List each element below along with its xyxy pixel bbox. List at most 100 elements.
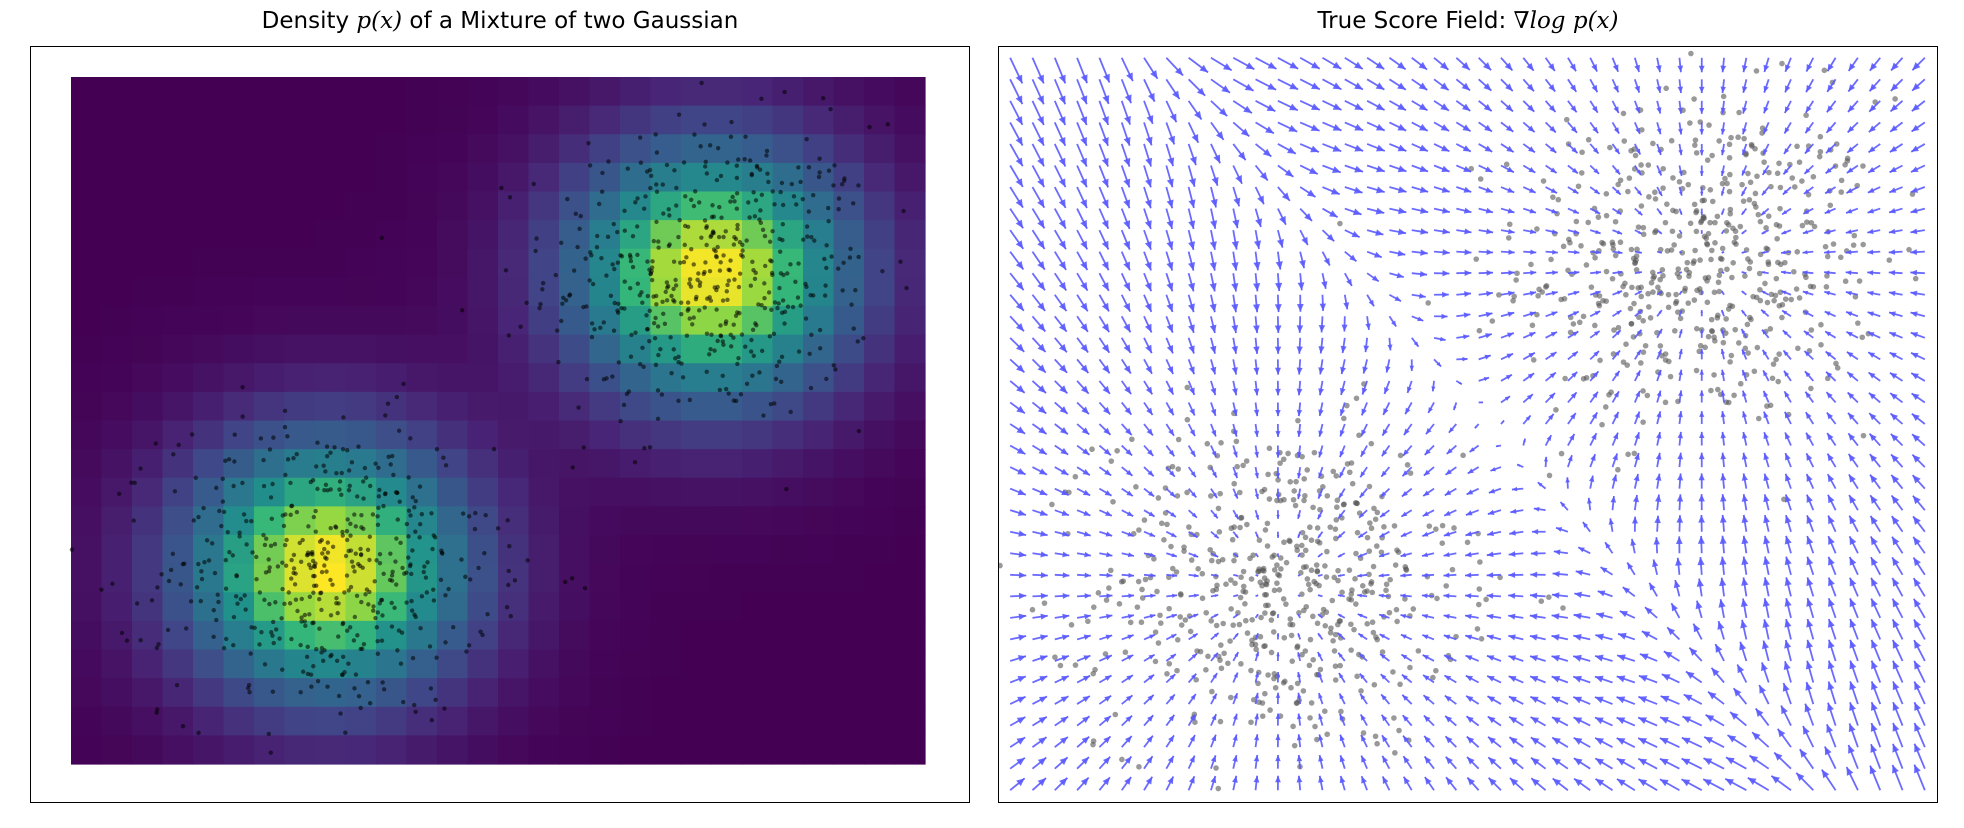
score-arrow [1633, 411, 1641, 425]
sample-point [757, 167, 763, 172]
score-arrow [1740, 328, 1748, 339]
heatmap-cell [467, 105, 499, 135]
sample-point [1558, 450, 1565, 457]
heatmap-cell [315, 220, 347, 250]
score-arrow [1589, 411, 1599, 425]
heatmap-cell [223, 592, 255, 622]
heatmap-cell [681, 506, 713, 536]
sample-point [1561, 296, 1568, 302]
sample-point [216, 599, 221, 605]
sample-point [288, 480, 293, 486]
sample-point [1607, 144, 1613, 151]
sample-point [1702, 275, 1709, 281]
score-arrow [1297, 574, 1301, 577]
sample-point [1199, 570, 1206, 577]
score-arrow [1031, 165, 1045, 188]
sample-point [1304, 576, 1311, 582]
sample-point [726, 278, 732, 283]
heatmap-cell [223, 363, 255, 393]
sample-point [731, 398, 737, 403]
sample-point [1624, 362, 1631, 368]
sample-point [1742, 273, 1748, 279]
score-arrow [1381, 755, 1391, 770]
score-arrow [1741, 514, 1749, 532]
score-arrow [1763, 556, 1771, 575]
sample-point [817, 346, 823, 351]
heatmap-cell [589, 77, 621, 107]
score-arrow [1648, 582, 1658, 597]
heatmap-cell [193, 477, 225, 507]
score-arrow [1846, 351, 1859, 361]
score-arrow [1656, 411, 1662, 425]
score-arrow [1054, 756, 1069, 770]
sample-point [1655, 284, 1661, 291]
score-arrow [1486, 530, 1502, 537]
score-arrow [1803, 164, 1814, 175]
density-plot-area [30, 46, 970, 803]
sample-point [653, 315, 658, 321]
sample-point [653, 362, 659, 368]
sample-point [803, 281, 808, 287]
sample-point [1242, 601, 1248, 607]
score-arrow [1098, 444, 1112, 456]
score-arrow [1276, 614, 1280, 618]
sample-point [595, 233, 600, 239]
heatmap-cell [162, 162, 194, 193]
sample-point [1830, 241, 1837, 247]
sample-point [1286, 537, 1292, 544]
score-arrow [1165, 251, 1174, 271]
sample-point [311, 563, 317, 569]
sample-point [1735, 134, 1741, 141]
score-arrow [1424, 444, 1435, 456]
score-arrow [1098, 208, 1110, 230]
sample-point [1671, 242, 1677, 248]
sample-point [1348, 591, 1355, 597]
sample-point [1182, 617, 1189, 623]
heatmap-cell [498, 649, 530, 679]
score-arrow [1719, 514, 1727, 532]
sample-point [718, 173, 724, 179]
sample-point [725, 160, 730, 165]
score-arrow [1567, 143, 1579, 154]
sample-point [129, 480, 134, 485]
sample-point [248, 651, 253, 656]
sample-point [1652, 189, 1658, 196]
sample-point [1178, 622, 1185, 628]
score-arrow [1868, 78, 1881, 92]
score-arrow [1366, 294, 1375, 307]
sample-point [1730, 260, 1736, 266]
score-arrow [1433, 57, 1450, 71]
score-arrow [1804, 143, 1814, 155]
sample-point [328, 487, 333, 492]
score-arrow [1254, 208, 1263, 228]
score-arrow [1456, 334, 1470, 340]
heatmap-cell [742, 535, 774, 565]
score-arrow [1231, 294, 1239, 313]
sample-point [861, 336, 866, 341]
score-arrow [1782, 682, 1792, 705]
score-arrow [1076, 272, 1089, 292]
score-arrow [1806, 639, 1815, 662]
score-arrow [1210, 672, 1218, 684]
heatmap-cell [284, 535, 316, 565]
heatmap-cell [620, 706, 652, 736]
sample-point [1886, 257, 1893, 263]
score-arrow [1254, 466, 1259, 479]
score-arrow [1009, 487, 1027, 496]
score-arrow [1032, 613, 1048, 620]
sample-point [1215, 558, 1222, 565]
sample-point [1774, 170, 1781, 177]
score-arrow [1655, 494, 1662, 511]
score-arrow [1210, 488, 1218, 499]
sample-point [376, 465, 381, 470]
heatmap-cell [254, 105, 286, 135]
sample-point [836, 207, 841, 212]
score-arrow [1076, 487, 1091, 497]
heatmap-cell [833, 334, 865, 364]
sample-point [280, 667, 285, 672]
sample-point [720, 373, 725, 378]
sample-point [209, 541, 215, 546]
heatmap-cell [254, 592, 286, 622]
sample-point [592, 327, 597, 332]
heatmap-cell [803, 248, 835, 278]
